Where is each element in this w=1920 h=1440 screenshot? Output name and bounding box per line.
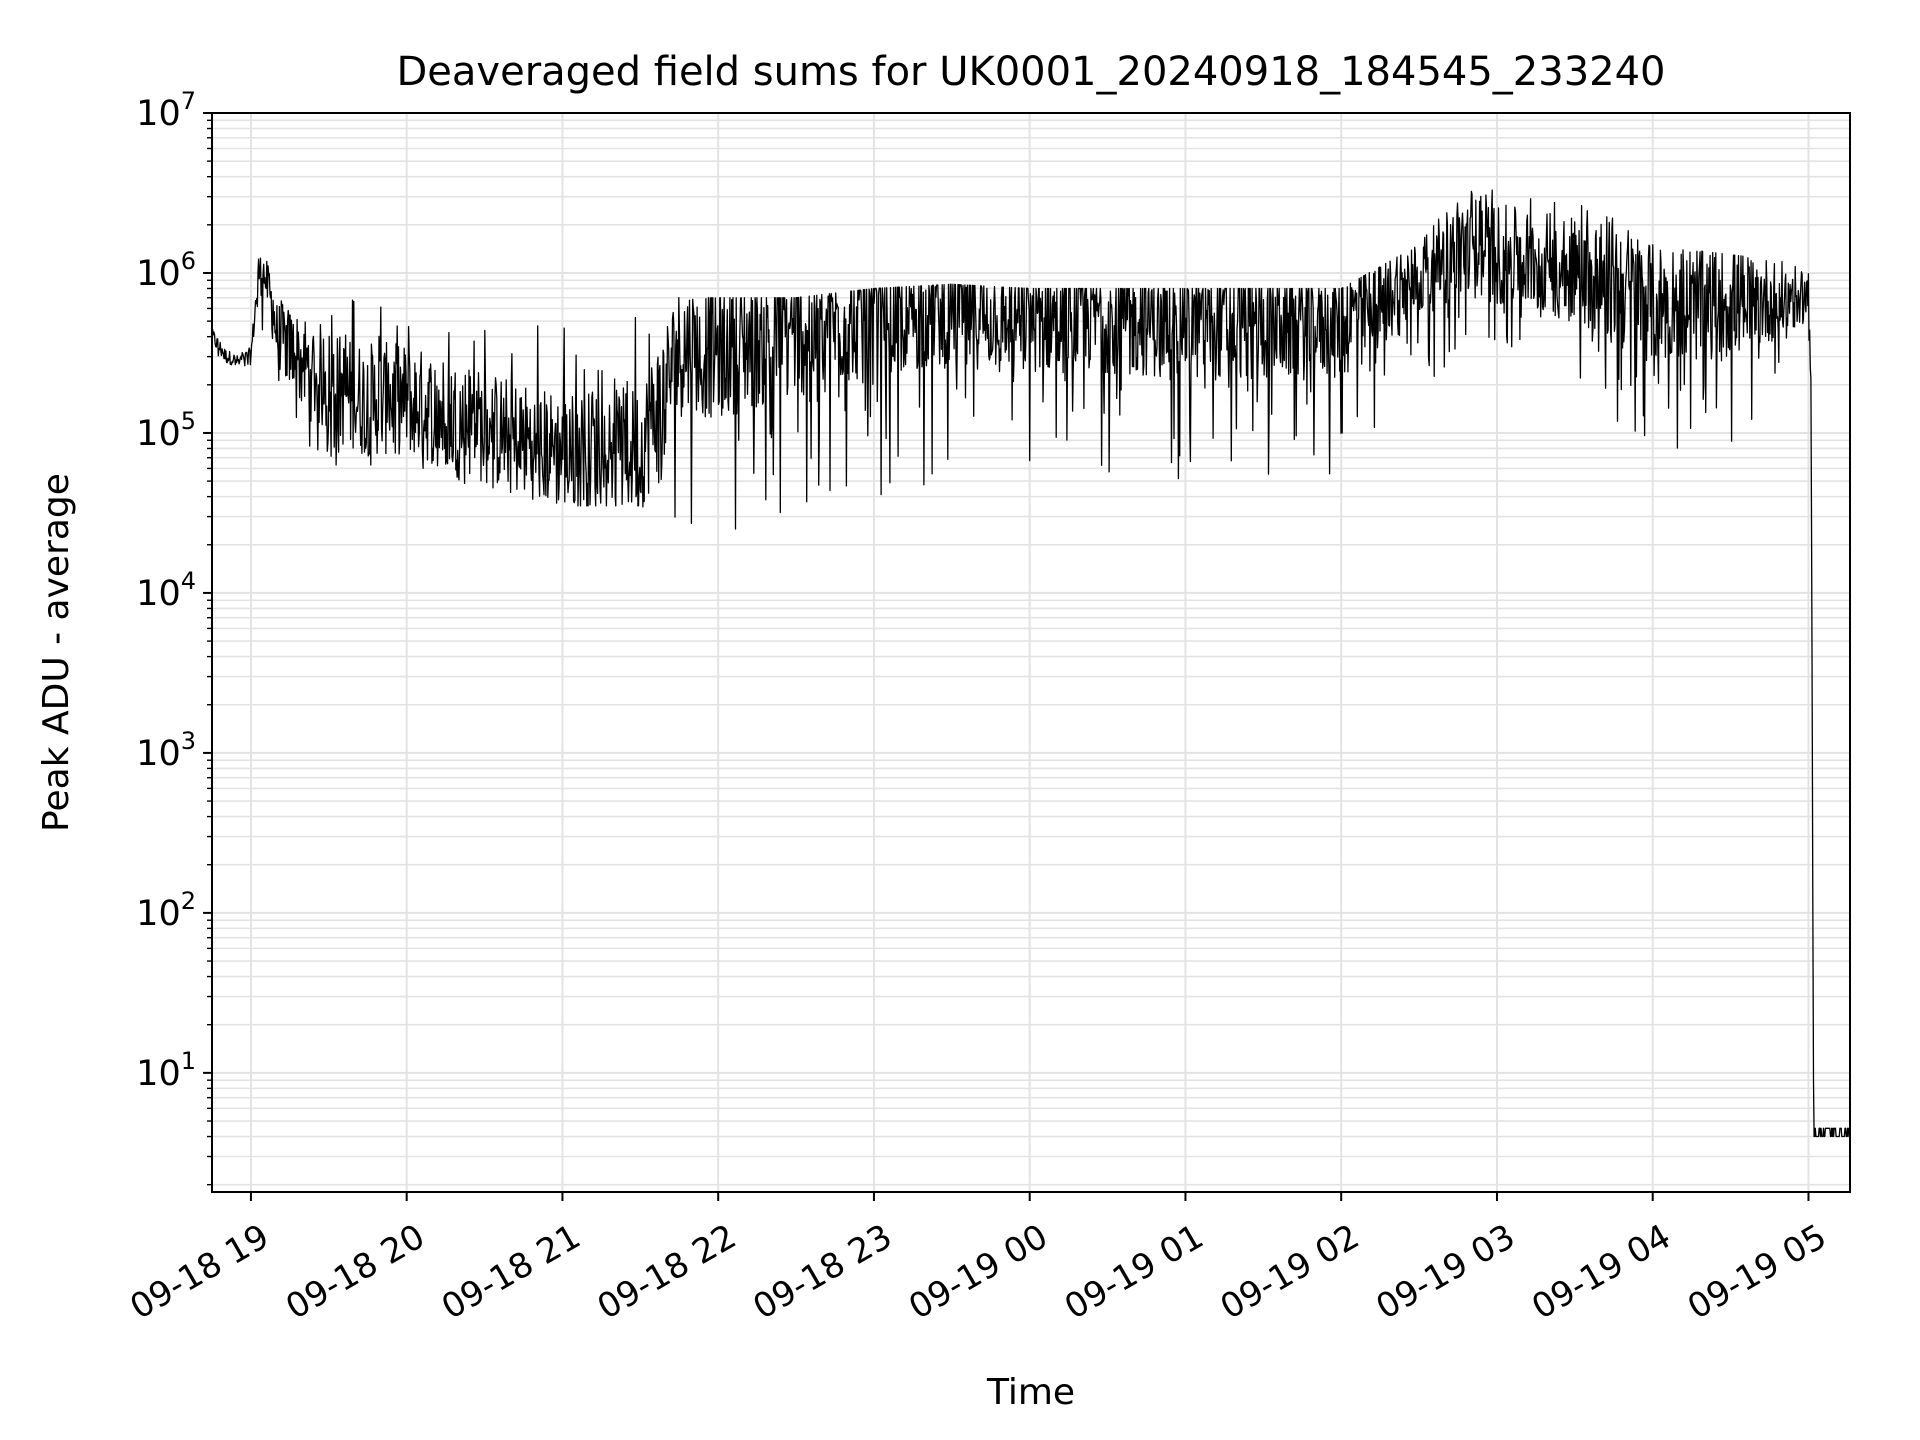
chart-title: Deaveraged field sums for UK0001_2024091… bbox=[396, 49, 1665, 95]
x-axis-label: Time bbox=[986, 1372, 1075, 1413]
grid bbox=[212, 112, 1850, 1192]
y-tick-label: 106 bbox=[136, 247, 196, 294]
y-tick-label: 104 bbox=[136, 567, 196, 614]
y-axis-label: Peak ADU - average bbox=[36, 473, 77, 832]
y-tick-label: 103 bbox=[136, 727, 196, 774]
y-tick-label: 101 bbox=[136, 1047, 196, 1094]
data-series bbox=[211, 189, 1851, 1138]
y-tick-label: 102 bbox=[136, 887, 196, 934]
plot-frame bbox=[211, 112, 1851, 1193]
y-tick-label: 105 bbox=[136, 407, 196, 454]
y-tick-label: 107 bbox=[136, 87, 196, 134]
series-line bbox=[211, 189, 1851, 1138]
